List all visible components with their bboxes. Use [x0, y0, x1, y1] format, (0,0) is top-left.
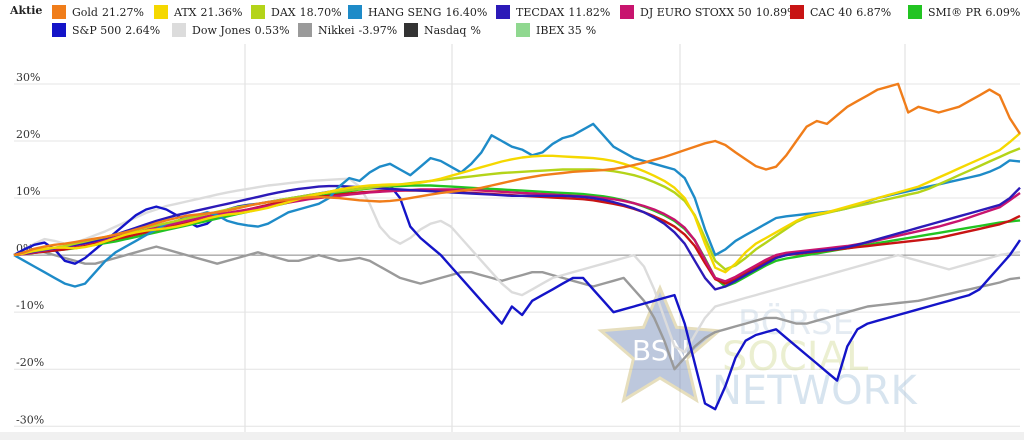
legend-name: Nasdaq: [424, 23, 467, 37]
legend-value: 2.64%: [125, 23, 161, 37]
legend-swatch: [516, 23, 530, 37]
legend-name: HANG SENG: [368, 5, 442, 19]
chart-bottom-strip: [0, 432, 1024, 440]
series-line-dow-jones: [13, 177, 1021, 354]
series-line-nikkei: [13, 245, 1021, 371]
legend-swatch: [908, 5, 922, 19]
y-tick-label: -30%: [16, 413, 44, 426]
legend-item[interactable]: Gold 21.27%: [52, 4, 144, 20]
legend-name: Dow Jones: [192, 23, 251, 37]
legend-swatch: [154, 5, 168, 19]
watermark-star-logo: [597, 284, 723, 404]
legend-name: TECDAX: [516, 5, 565, 19]
legend-swatch: [52, 23, 66, 37]
legend-item[interactable]: TECDAX 11.82%: [496, 4, 610, 20]
watermark-text: NETWORK: [712, 368, 918, 414]
legend-item[interactable]: IBEX 35%: [516, 22, 596, 38]
y-tick-label: -10%: [16, 299, 44, 312]
legend-value: 21.27%: [101, 5, 144, 19]
legend-item[interactable]: ATX 21.36%: [154, 4, 242, 20]
legend-swatch: [251, 5, 265, 19]
y-tick-label: 20%: [16, 128, 40, 141]
legend-value: 10.89%: [755, 5, 798, 19]
series-line-atx: [13, 132, 1021, 274]
series-line-dax: [13, 147, 1021, 271]
legend-value: 6.87%: [856, 5, 892, 19]
legend-item[interactable]: Nasdaq%: [404, 22, 481, 38]
chart-legend: Aktie Gold 21.27% ATX 21.36% DAX 18.70% HANG S…: [0, 0, 1024, 44]
legend-name: CAC 40: [810, 5, 853, 19]
legend-name: ATX: [174, 5, 197, 19]
legend-title: Aktie: [10, 4, 43, 17]
legend-value: 6.09%: [985, 5, 1021, 19]
y-tick-label: 10%: [16, 185, 40, 198]
legend-item[interactable]: CAC 40 6.87%: [790, 4, 891, 20]
legend-name: S&P 500: [72, 23, 122, 37]
legend-swatch: [496, 5, 510, 19]
legend-name: Nikkei: [318, 23, 355, 37]
legend-value: 21.36%: [200, 5, 243, 19]
y-tick-label: -20%: [16, 356, 44, 369]
legend-swatch: [790, 5, 804, 19]
legend-value: %: [470, 23, 481, 37]
series-line-tecdax: [13, 184, 1021, 291]
legend-name: DAX: [271, 5, 296, 19]
legend-item[interactable]: SMI® PR 6.09%: [908, 4, 1020, 20]
legend-item[interactable]: Dow Jones 0.53%: [172, 22, 290, 38]
legend-value: 0.53%: [254, 23, 290, 37]
legend-value: 18.70%: [299, 5, 342, 19]
y-tick-label: 30%: [16, 71, 40, 84]
legend-value: %: [585, 23, 597, 37]
legend-item[interactable]: DJ EURO STOXX 50 10.89%: [620, 4, 798, 20]
legend-item[interactable]: HANG SENG 16.40%: [348, 4, 487, 20]
legend-item[interactable]: Nikkei -3.97%: [298, 22, 397, 38]
legend-value: 11.82%: [568, 5, 611, 19]
legend-name: DJ EURO STOXX 50: [640, 5, 752, 19]
series-line-gold: [13, 82, 1022, 257]
legend-swatch: [52, 5, 66, 19]
legend-name: SMI® PR: [928, 5, 982, 19]
legend-value: 16.40%: [445, 5, 488, 19]
legend-swatch: [620, 5, 634, 19]
legend-item[interactable]: DAX 18.70%: [251, 4, 342, 20]
legend-name: Gold: [72, 5, 98, 19]
legend-swatch: [172, 23, 186, 37]
legend-swatch: [404, 23, 418, 37]
legend-item[interactable]: S&P 500 2.64%: [52, 22, 160, 38]
legend-swatch: [348, 5, 362, 19]
legend-value: -3.97%: [358, 23, 398, 37]
legend-swatch: [298, 23, 312, 37]
legend-name: IBEX 35: [536, 23, 582, 37]
